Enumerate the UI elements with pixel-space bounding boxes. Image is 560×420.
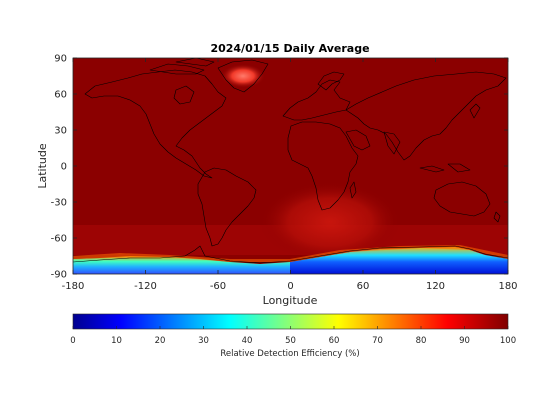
- colorbar-tick-label: 40: [242, 336, 253, 346]
- asia-coast: [345, 71, 507, 161]
- x-tick-label: 0: [287, 281, 293, 292]
- colorbar: 0 10 20 30 40 50 60 70 80 90 100 Relative Detectio…: [70, 313, 516, 359]
- canadian-arctic-coast: [149, 58, 215, 75]
- greenland-region: [221, 64, 265, 88]
- colorbar-tick-label: 80: [416, 336, 427, 346]
- y-tick-label: 0: [61, 162, 67, 173]
- x-tick-label: -180: [62, 281, 85, 292]
- indonesia-coast: [419, 163, 471, 173]
- colorbar-tick-label: 90: [459, 336, 470, 346]
- x-tick-label: -120: [134, 281, 157, 292]
- colorbar-label: Relative Detection Efficiency (%): [220, 349, 359, 359]
- colorbar-tick-label: 20: [155, 336, 166, 346]
- map-axes: [72, 57, 509, 275]
- colorbar-tick-label: 30: [198, 336, 209, 346]
- antarctica-coast: [73, 245, 508, 264]
- scandinavia-coast: [317, 71, 345, 91]
- hudson-bay-coast: [173, 85, 195, 105]
- y-tick-label: -30: [51, 198, 67, 209]
- colorbar-tick-label: 50: [285, 336, 296, 346]
- greenland-coast: [217, 59, 269, 93]
- colorbar-ticks: 0 10 20 30 40 50 60 70 80 90 100: [70, 326, 516, 346]
- colorbar-tick-label: 60: [329, 336, 340, 346]
- south-america-coast: [197, 167, 257, 247]
- europe-coast: [282, 79, 351, 121]
- x-tick-label: 120: [426, 281, 445, 292]
- x-tick-label: -60: [210, 281, 226, 292]
- chart-title: 2024/01/15 Daily Average: [210, 42, 369, 55]
- antarctica-east-region: [290, 247, 508, 274]
- y-tick-label: 90: [54, 54, 67, 65]
- efficiency-field: [73, 64, 508, 274]
- australia-coast: [433, 181, 491, 217]
- x-axis-label: Longitude: [263, 294, 318, 307]
- y-axis-label: Latitude: [36, 143, 49, 189]
- north-america-coast: [84, 69, 227, 179]
- colorbar-tick-label: 10: [111, 336, 122, 346]
- y-tick-label: -90: [51, 270, 67, 281]
- south-atlantic-lowering: [260, 182, 400, 262]
- japan-coast: [469, 103, 481, 119]
- y-ticks: 90 60 30 0 -30 -60 -90: [51, 54, 508, 281]
- y-tick-label: 60: [54, 90, 67, 101]
- colorbar-tick-label: 0: [70, 336, 75, 346]
- antarctic-margin: [73, 245, 508, 262]
- y-tick-label: 30: [54, 126, 67, 137]
- y-tick-label: -60: [51, 234, 67, 245]
- colorbar-tick-label: 70: [372, 336, 383, 346]
- arabia-india-coast: [345, 129, 401, 155]
- antarctica-west-region: [73, 256, 290, 274]
- x-ticks: -180 -120 -60 0 60 120 180: [62, 58, 518, 292]
- new-zealand-coast: [493, 211, 501, 223]
- madagascar-coast: [349, 181, 357, 199]
- coastlines: [73, 58, 508, 264]
- x-tick-label: 180: [498, 281, 517, 292]
- africa-coast: [287, 121, 359, 211]
- colorbar-tick-label: 100: [500, 336, 516, 346]
- x-tick-label: 60: [357, 281, 370, 292]
